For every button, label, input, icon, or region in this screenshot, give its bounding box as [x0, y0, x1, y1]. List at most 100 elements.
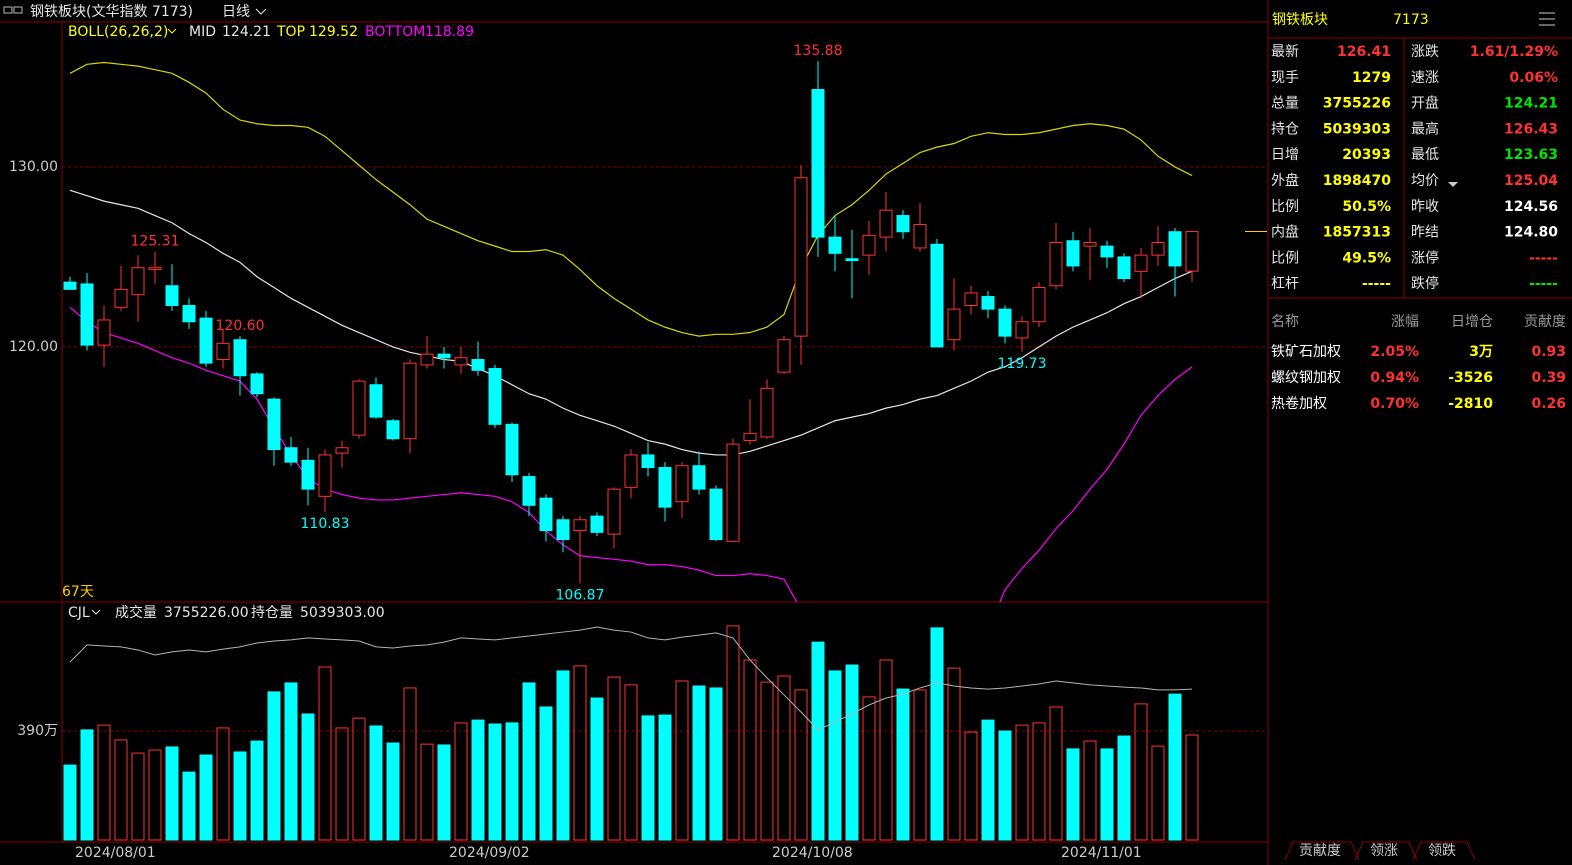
- volume-bar: [930, 627, 944, 841]
- volume-bar: [335, 727, 349, 841]
- component-cell: 0.94%: [1370, 370, 1419, 386]
- volume-bar: [284, 682, 298, 841]
- volume-bar: [1049, 706, 1063, 841]
- quote-code: 7173: [1393, 12, 1429, 28]
- candle-body: [233, 339, 247, 377]
- legend-value: 5039303.00: [300, 605, 385, 621]
- volume-bar: [947, 667, 961, 841]
- candle-body: [607, 488, 621, 535]
- extreme-label: 110.83: [301, 516, 350, 532]
- volume-bar: [420, 743, 434, 841]
- quote-value: -----: [1362, 276, 1391, 292]
- quote-value: 1857313: [1323, 225, 1391, 241]
- volume-bar: [318, 666, 332, 841]
- column-header: 日增仓: [1451, 314, 1493, 330]
- quote-label: 开盘: [1411, 95, 1439, 112]
- candle-body: [386, 420, 400, 440]
- volume-bar: [709, 687, 723, 841]
- volume-bar: [794, 689, 808, 841]
- candle-body: [692, 465, 706, 490]
- quote-label: 昨结: [1411, 225, 1439, 241]
- volume-bar: [981, 719, 995, 841]
- component-cell: 铁矿石加权: [1271, 344, 1341, 360]
- indicator-name[interactable]: CJL: [68, 605, 90, 621]
- volume-bar: [692, 685, 706, 841]
- quote-label: 外盘: [1271, 172, 1299, 189]
- volume-bar: [63, 764, 77, 841]
- volume-bar: [216, 727, 230, 841]
- candle-body: [369, 384, 383, 418]
- volume-bar: [896, 688, 910, 841]
- tab[interactable]: 贡献度: [1299, 843, 1341, 859]
- candle-body: [454, 357, 468, 366]
- volume-bar: [131, 752, 145, 841]
- quote-value: 124.80: [1504, 225, 1558, 241]
- y-tick-label: 120.00: [9, 339, 58, 355]
- candle-body: [1185, 231, 1199, 272]
- quote-value: 50.5%: [1342, 199, 1391, 215]
- volume-bar: [607, 676, 621, 841]
- tab[interactable]: 领跌: [1428, 843, 1456, 859]
- component-cell: 0.93: [1531, 344, 1566, 360]
- candle-body: [284, 447, 298, 463]
- tab-shape[interactable]: [1412, 841, 1476, 861]
- volume-bar: [403, 687, 417, 841]
- quote-label: 内盘: [1271, 224, 1299, 241]
- x-tick-label: 2024/11/01: [1061, 845, 1142, 861]
- column-header: 名称: [1271, 314, 1299, 330]
- menu-icon[interactable]: [1539, 12, 1555, 26]
- candle-body: [267, 398, 281, 451]
- volume-bar: [267, 691, 281, 841]
- quote-label: 均价: [1411, 173, 1439, 189]
- tab-shape[interactable]: [1284, 841, 1360, 861]
- volume-bar: [862, 696, 876, 841]
- quote-value: 126.41: [1337, 44, 1391, 60]
- volume-bar: [80, 729, 94, 841]
- indicator-chevron[interactable]: [91, 609, 101, 615]
- candle-body: [743, 432, 757, 442]
- quote-value: 49.5%: [1342, 250, 1391, 266]
- candle-body: [1151, 242, 1165, 256]
- volume-bar: [1015, 724, 1029, 841]
- dropdown-chevron[interactable]: [255, 8, 267, 15]
- candle-body: [114, 288, 128, 308]
- quote-value: 3755226: [1323, 96, 1391, 112]
- candle-body: [352, 380, 366, 436]
- candle-body: [964, 292, 978, 307]
- candle-body: [318, 454, 332, 497]
- indicator-chevron[interactable]: [167, 28, 177, 34]
- quote-label: 比例: [1271, 250, 1299, 266]
- volume-bar: [879, 659, 893, 841]
- volume-bar: [1185, 734, 1199, 841]
- quote-value: 5039303: [1323, 121, 1391, 137]
- volume-bar: [369, 725, 383, 841]
- tab-shape[interactable]: [1354, 841, 1418, 861]
- candle-body: [930, 243, 944, 348]
- candle-body: [131, 267, 145, 296]
- candle-body: [777, 339, 791, 373]
- indicator-name[interactable]: BOLL(26,26,2): [68, 24, 168, 40]
- candle-body: [624, 454, 638, 488]
- plot-area: [63, 61, 1199, 602]
- window-icon[interactable]: [3, 6, 23, 14]
- volume-bar: [454, 722, 468, 841]
- candle-body: [505, 423, 519, 476]
- volume-bar: [165, 746, 179, 841]
- candle-body: [828, 236, 842, 254]
- quote-label: 持仓: [1271, 121, 1299, 137]
- period-selector[interactable]: 日线: [222, 4, 250, 20]
- candle-body: [403, 362, 417, 440]
- legend-name: TOP: [276, 24, 305, 40]
- sort-icon[interactable]: [1448, 182, 1458, 187]
- period-count: 67天: [62, 584, 94, 600]
- candle-body: [760, 387, 774, 438]
- candle-body: [981, 296, 995, 310]
- candle-body: [913, 224, 927, 249]
- tab[interactable]: 领涨: [1370, 843, 1398, 859]
- candle-body: [896, 215, 910, 233]
- component-cell: -2810: [1448, 396, 1493, 412]
- volume-bar: [199, 754, 213, 841]
- legend-name: 成交量: [115, 604, 157, 621]
- quote-label: 比例: [1271, 199, 1299, 215]
- component-cell: 热卷加权: [1271, 396, 1327, 412]
